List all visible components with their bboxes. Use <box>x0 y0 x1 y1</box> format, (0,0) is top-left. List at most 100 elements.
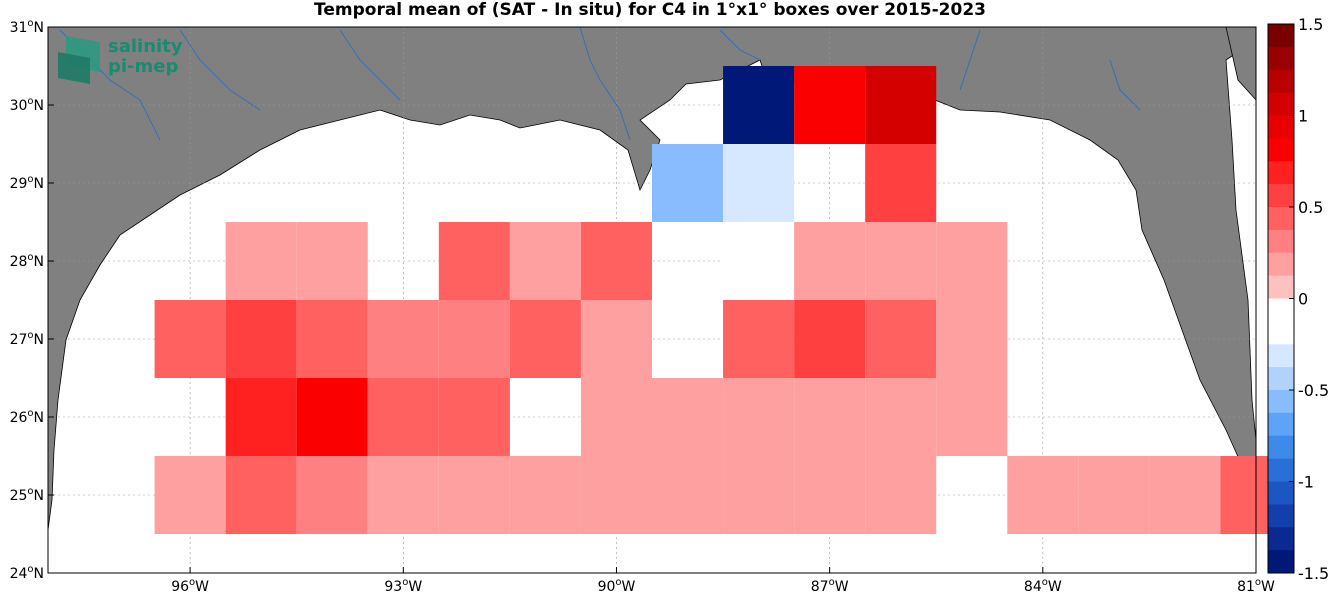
data-cell <box>225 378 297 456</box>
lat-tick-label: 29oN <box>10 174 44 192</box>
data-cell <box>367 378 439 456</box>
data-cell <box>225 222 297 300</box>
data-cell <box>225 456 297 534</box>
colorbar-segment <box>1268 390 1294 414</box>
colorbar-segment <box>1268 344 1294 368</box>
data-cell <box>367 456 439 534</box>
colorbar-segment <box>1268 184 1294 208</box>
river-3 <box>339 29 401 101</box>
data-cell <box>1149 456 1221 534</box>
data-cell <box>580 456 652 534</box>
data-cell <box>1078 456 1150 534</box>
chart-title: Temporal mean of (SAT - In situ) for C4 … <box>314 0 986 20</box>
lat-tick-label: 27oN <box>10 330 44 348</box>
colorbar-segment <box>1268 435 1294 460</box>
logo-text-line2: pi-mep <box>108 56 178 77</box>
lat-tick-label: 31oN <box>10 18 44 36</box>
river-mississippi <box>579 26 631 141</box>
data-cell <box>723 456 795 534</box>
colorbar-ticks: 1.5 1 0.5 0 -0.5 -1 -1.5 <box>1289 15 1329 583</box>
lon-tick-label: 81oW <box>1237 577 1275 594</box>
data-cell <box>865 456 937 534</box>
colorbar-segment <box>1268 46 1294 71</box>
data-cell <box>723 144 795 222</box>
data-cell <box>865 300 937 378</box>
lon-axis: 96oW 93oW 90oW 87oW 84oW 81oW <box>171 567 1275 594</box>
data-cell <box>865 144 937 222</box>
colorbar-tick-label: -1.5 <box>1298 564 1329 583</box>
data-cell <box>936 378 1008 456</box>
data-cell <box>154 456 226 534</box>
colorbar-tick-label: 1.5 <box>1298 15 1323 34</box>
colorbar-segment <box>1268 275 1294 299</box>
colorbar-tick-label: -1 <box>1298 473 1314 492</box>
lat-tick-label: 24oN <box>10 564 44 582</box>
data-cell <box>438 300 510 378</box>
colorbar-segment <box>1268 252 1294 277</box>
lat-tick-label: 30oN <box>10 96 44 114</box>
data-cell <box>225 300 297 378</box>
data-cell <box>723 222 795 300</box>
lon-tick-label: 87oW <box>811 577 849 594</box>
data-cell <box>296 456 368 534</box>
lon-tick-label: 96oW <box>171 577 209 594</box>
data-cell <box>652 456 724 534</box>
salinity-pi-mep-logo: salinity pi-mep <box>58 36 183 84</box>
lon-tick-label: 90oW <box>598 577 636 594</box>
river-6 <box>1109 59 1141 111</box>
data-cell <box>794 66 866 144</box>
data-cell <box>865 222 937 300</box>
colorbar-segment <box>1268 92 1294 116</box>
data-cell <box>580 300 652 378</box>
lat-tick-label: 28oN <box>10 252 44 270</box>
data-cell <box>580 378 652 456</box>
colorbar-segment <box>1268 550 1294 574</box>
data-cell <box>794 378 866 456</box>
lat-tick-label: 26oN <box>10 408 44 426</box>
colorbar-tick-label: 0 <box>1298 290 1308 309</box>
data-cell <box>723 300 795 378</box>
colorbar-segment <box>1268 298 1294 322</box>
river-5 <box>959 29 981 91</box>
data-cell <box>438 378 510 456</box>
colorbar-segment <box>1268 481 1294 505</box>
colorbar-segment <box>1268 229 1294 254</box>
data-cell <box>794 300 866 378</box>
data-cell <box>794 222 866 300</box>
data-cell <box>865 66 937 144</box>
colorbar-segment <box>1268 367 1294 391</box>
colorbar-segment <box>1268 458 1294 482</box>
data-cell <box>652 378 724 456</box>
river-4 <box>719 29 761 61</box>
data-cell <box>509 300 581 378</box>
data-cell <box>296 222 368 300</box>
colorbar-tick-label: 1 <box>1298 107 1308 126</box>
lat-axis: 24oN 25oN 26oN 27oN 28oN 29oN 30oN 31oN <box>10 18 54 582</box>
colorbar-segment <box>1268 321 1294 345</box>
data-cell <box>936 222 1008 300</box>
data-cell <box>580 222 652 300</box>
map-frame <box>47 26 1257 574</box>
data-cell <box>936 300 1008 378</box>
data-cell <box>723 66 795 144</box>
colorbar-segment <box>1268 207 1294 231</box>
data-cell <box>723 378 795 456</box>
colorbar-segment <box>1268 138 1294 162</box>
colorbar-segment <box>1268 504 1294 528</box>
data-cell <box>865 378 937 456</box>
lat-tick-label: 25oN <box>10 486 44 504</box>
colorbar-segment <box>1268 161 1294 185</box>
colorbar-segment <box>1268 412 1294 437</box>
colorbar-tick-label: 0.5 <box>1298 198 1323 217</box>
data-cell <box>509 456 581 534</box>
logo-mark-front <box>58 52 90 84</box>
data-cell <box>438 222 510 300</box>
data-cell <box>652 144 724 222</box>
data-cells <box>154 66 1292 534</box>
data-cell <box>438 456 510 534</box>
colorbar-segment <box>1268 69 1294 94</box>
data-cell <box>296 300 368 378</box>
river-2 <box>179 29 261 111</box>
colorbar-tick-label: -0.5 <box>1298 381 1329 400</box>
